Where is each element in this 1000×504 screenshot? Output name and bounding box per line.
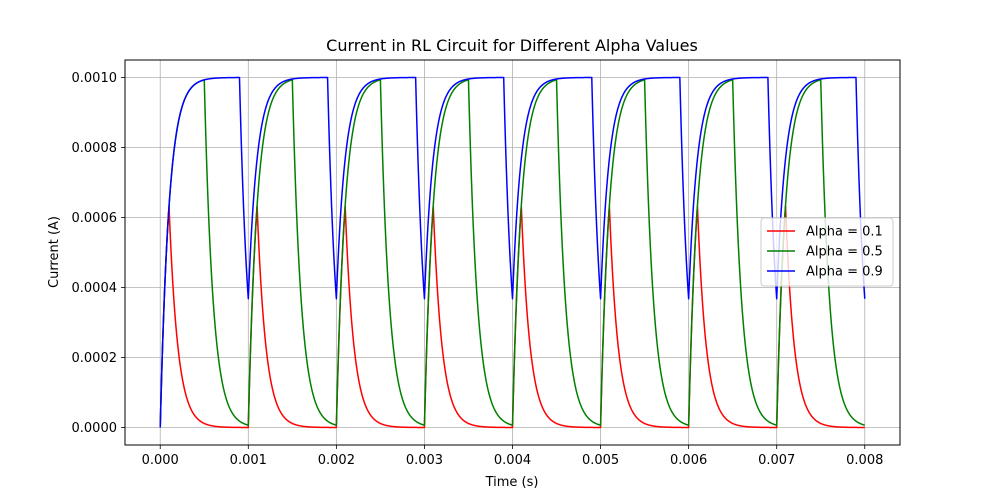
y-tick-label: 0.0010: [72, 71, 118, 86]
x-tick-label: 0.007: [758, 453, 795, 468]
y-tick-label: 0.0008: [72, 141, 118, 156]
x-tick-label: 0.005: [582, 453, 619, 468]
x-tick-label: 0.008: [846, 453, 883, 468]
y-axis-ticks: 0.0000 0.0002 0.0004 0.0006 0.0008 0.0010: [72, 71, 125, 436]
x-tick-label: 0.003: [406, 453, 443, 468]
x-axis-ticks: 0.000 0.001 0.002 0.003 0.004 0.005 0.006 0.007…: [142, 445, 883, 468]
legend: Alpha = 0.1 Alpha = 0.5 Alpha = 0.9: [760, 217, 894, 287]
y-tick-label: 0.0000: [72, 421, 118, 436]
chart-title: Current in RL Circuit for Different Alph…: [326, 36, 698, 55]
legend-label-0: Alpha = 0.1: [806, 225, 883, 240]
x-tick-label: 0.000: [142, 453, 179, 468]
series-line-2: [159, 76, 866, 428]
y-axis-label: Current (A): [47, 216, 62, 288]
legend-label-2: Alpha = 0.9: [806, 265, 883, 280]
legend-box: [760, 217, 894, 287]
series-layer: [159, 76, 866, 429]
legend-label-1: Alpha = 0.5: [806, 245, 883, 260]
series-line-1: [159, 79, 866, 428]
x-tick-label: 0.004: [494, 453, 531, 468]
series-line-0: [159, 205, 866, 429]
y-tick-label: 0.0004: [72, 281, 118, 296]
x-tick-label: 0.002: [318, 453, 355, 468]
x-tick-label: 0.001: [230, 453, 267, 468]
x-axis-label: Time (s): [485, 475, 539, 490]
y-tick-label: 0.0006: [72, 211, 118, 226]
x-tick-label: 0.006: [670, 453, 707, 468]
y-tick-label: 0.0002: [72, 351, 118, 366]
